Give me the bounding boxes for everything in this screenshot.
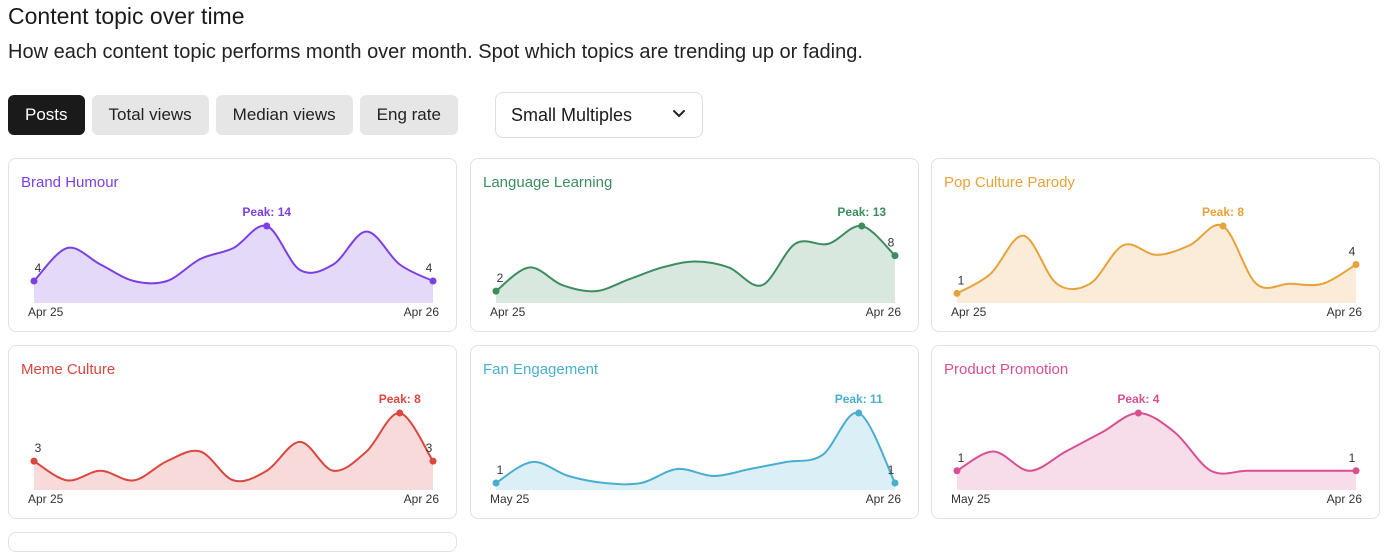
area-fill <box>957 224 1356 303</box>
chart-card: Language Learning Apr 25 Apr 26 2 Peak: 13 8 <box>470 158 919 332</box>
area-fill <box>957 413 1356 490</box>
x-tick-label: Apr 26 <box>1327 492 1363 506</box>
data-point <box>396 409 404 417</box>
chevron <box>673 110 685 118</box>
x-tick-label: Apr 25 <box>28 305 64 319</box>
value-label: 3 <box>35 441 42 455</box>
data-point <box>1352 261 1360 268</box>
x-tick-label: Apr 25 <box>28 492 64 506</box>
data-point <box>953 289 961 297</box>
data-point <box>858 222 866 230</box>
data-point <box>855 409 863 417</box>
data-point <box>30 277 38 285</box>
chart-title: Meme Culture <box>21 361 116 378</box>
chart: May 25 Apr 26 1 Peak: 4 1 <box>951 392 1363 506</box>
line <box>495 411 896 486</box>
chart-card: Fan Engagement May 25 Apr 26 1 Peak: 11 1 <box>470 345 919 519</box>
peak-label: Peak: 4 <box>1117 392 1159 406</box>
chart-title: Product Promotion <box>944 361 1069 378</box>
tab[interactable]: Total views <box>91 95 209 135</box>
chart-title: Fan Engagement <box>483 361 599 378</box>
peak-label: Peak: 11 <box>835 392 883 406</box>
peak-label: Peak: 14 <box>242 205 291 219</box>
data-point <box>492 479 500 487</box>
area-fill <box>496 412 895 490</box>
data-point <box>1134 409 1142 417</box>
line <box>33 412 434 483</box>
value-label: 1 <box>1349 451 1356 465</box>
peak-label: Peak: 8 <box>1202 205 1244 219</box>
chart-card: Brand Humour Apr 25 Apr 26 4 Peak: 14 4 <box>8 158 457 332</box>
chart: May 25 Apr 26 1 Peak: 11 1 <box>490 392 902 506</box>
area-fill <box>496 225 895 303</box>
chart: Apr 25 Apr 26 2 Peak: 13 8 <box>490 205 902 319</box>
value-label: 1 <box>888 463 895 477</box>
tab[interactable]: Median views <box>215 95 353 135</box>
x-tick-label: Apr 26 <box>404 305 440 319</box>
chart-title: Brand Humour <box>21 174 119 191</box>
x-tick-label: Apr 26 <box>866 305 902 319</box>
x-tick-label: Apr 26 <box>1327 305 1363 319</box>
page-title: Content topic over time <box>8 3 245 29</box>
tab[interactable]: Eng rate <box>359 95 458 135</box>
value-label: 2 <box>497 271 504 285</box>
area-fill <box>34 225 433 303</box>
tab-bar: Posts Total views Median views Eng rate <box>8 95 458 135</box>
data-point <box>429 457 437 465</box>
card <box>8 532 457 552</box>
chart-title: Language Learning <box>483 174 613 191</box>
x-tick-label: Apr 26 <box>866 492 902 506</box>
chart-card: Meme Culture Apr 25 Apr 26 3 Peak: 8 3 <box>8 345 457 519</box>
data-point <box>891 252 899 260</box>
chart-card: Pop Culture Parody Apr 25 Apr 26 1 Peak: 8 4 <box>931 158 1380 332</box>
value-label: 1 <box>958 451 965 465</box>
x-tick-label: Apr 25 <box>490 305 526 319</box>
data-point <box>30 457 38 465</box>
view-dropdown[interactable]: Small Multiples <box>495 92 703 138</box>
data-point <box>429 277 437 285</box>
dropdown-label: Small Multiples <box>511 105 633 125</box>
chart: Apr 25 Apr 26 4 Peak: 14 4 <box>28 205 440 319</box>
tab[interactable]: Posts <box>8 95 85 135</box>
data-point <box>1219 222 1227 230</box>
peak-label: Peak: 8 <box>379 392 421 406</box>
x-tick-label: Apr 25 <box>951 305 987 319</box>
chart: Apr 25 Apr 26 1 Peak: 8 4 <box>951 205 1363 319</box>
value-label: 4 <box>426 261 433 275</box>
x-tick-label: Apr 26 <box>404 492 440 506</box>
area-fill <box>34 412 433 490</box>
line <box>956 411 1356 475</box>
value-label: 4 <box>35 261 42 275</box>
chart: Apr 25 Apr 26 3 Peak: 8 3 <box>28 392 440 506</box>
value-label: 8 <box>888 236 895 250</box>
line <box>956 223 1357 295</box>
data-point <box>953 467 961 475</box>
data-point <box>492 287 500 295</box>
chart-title: Pop Culture Parody <box>944 174 1075 191</box>
value-label: 1 <box>958 273 965 287</box>
value-label: 3 <box>426 441 433 455</box>
page: Content topic over time How each content… <box>8 3 1380 552</box>
data-point <box>1352 467 1360 475</box>
data-point <box>263 222 271 230</box>
chart-card: Product Promotion May 25 Apr 26 1 Peak: 4 1 <box>931 345 1380 519</box>
line <box>33 224 434 285</box>
data-point <box>891 479 899 487</box>
x-tick-label: May 25 <box>951 492 991 506</box>
value-label: 4 <box>1349 245 1356 259</box>
x-tick-label: May 25 <box>490 492 530 506</box>
value-label: 1 <box>497 463 504 477</box>
line <box>495 224 896 293</box>
page-subtitle: How each content topic performs month ov… <box>8 41 863 63</box>
peak-label: Peak: 13 <box>837 205 886 219</box>
